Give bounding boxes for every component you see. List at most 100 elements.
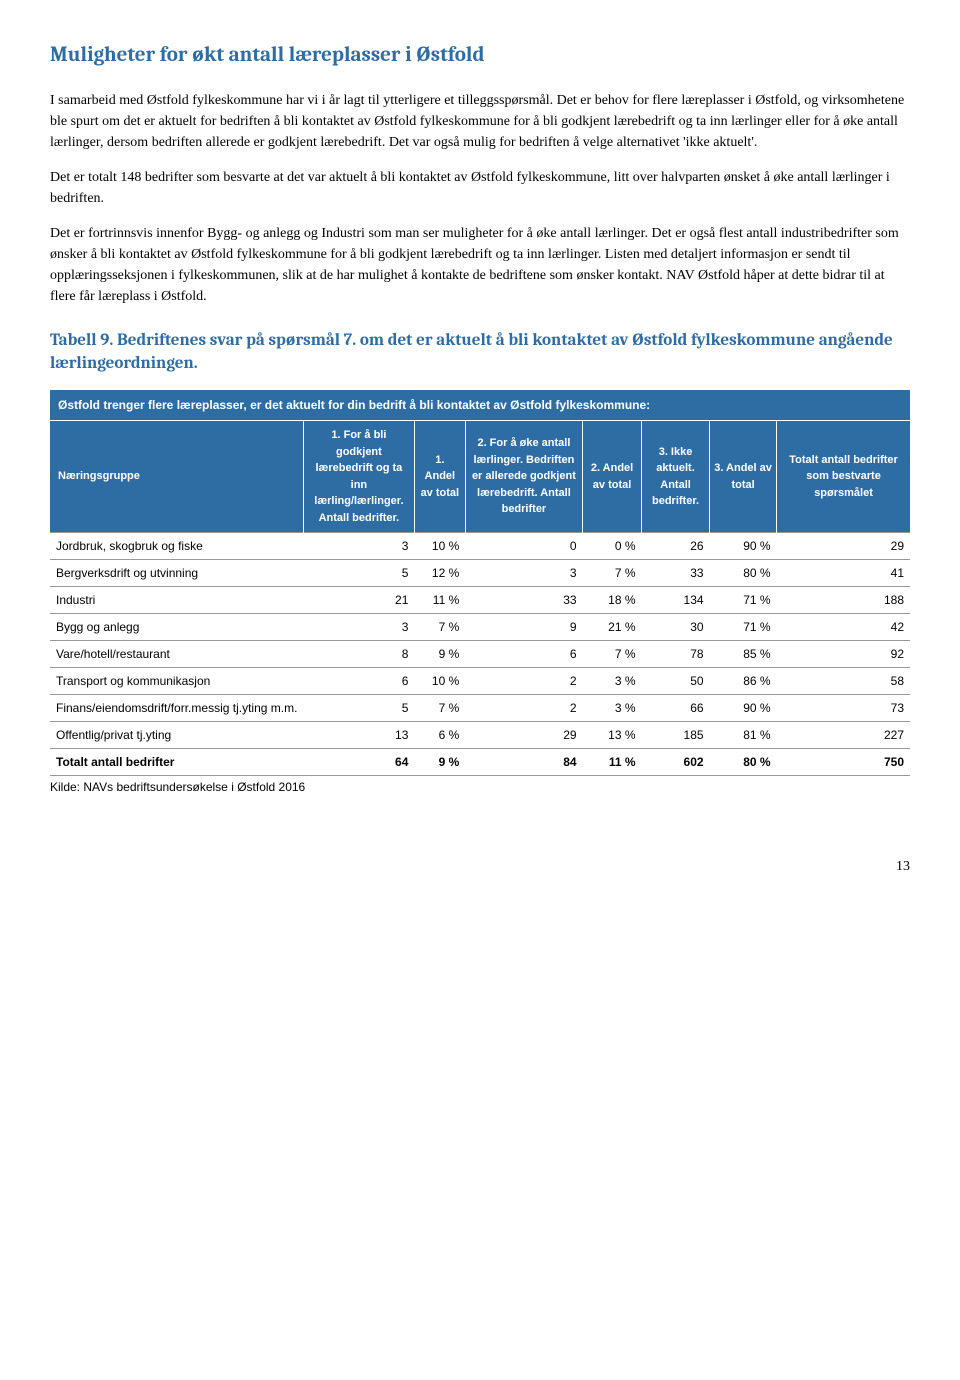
table-cell: Vare/hotell/restaurant xyxy=(50,641,303,668)
table-body: Jordbruk, skogbruk og fiske310 %00 %2690… xyxy=(50,533,910,776)
table-cell: 8 xyxy=(303,641,414,668)
table-cell: 50 xyxy=(642,668,710,695)
col-header-1-count: 1. For å bli godkjent lærebedrift og ta … xyxy=(303,421,414,533)
table-source: Kilde: NAVs bedriftsundersøkelse i Østfo… xyxy=(50,778,910,796)
table-cell: 10 % xyxy=(414,668,465,695)
table-cell: 92 xyxy=(777,641,910,668)
table-cell: 3 xyxy=(303,614,414,641)
col-header-2-share: 2. Andel av total xyxy=(583,421,642,533)
table-cell: 66 xyxy=(642,695,710,722)
paragraph-1: I samarbeid med Østfold fylkeskommune ha… xyxy=(50,90,910,153)
col-header-3-count: 3. Ikke aktuelt. Antall bedrifter. xyxy=(642,421,710,533)
table-cell: 7 % xyxy=(414,695,465,722)
table-cell: Jordbruk, skogbruk og fiske xyxy=(50,533,303,560)
table-cell: Bygg og anlegg xyxy=(50,614,303,641)
table-cell: Offentlig/privat tj.yting xyxy=(50,722,303,749)
table-cell: 78 xyxy=(642,641,710,668)
table-row: Vare/hotell/restaurant89 %67 %7885 %92 xyxy=(50,641,910,668)
table-row: Finans/eiendomsdrift/forr.messig tj.ytin… xyxy=(50,695,910,722)
table-total-row: Totalt antall bedrifter649 %8411 %60280 … xyxy=(50,749,910,776)
table-cell: 11 % xyxy=(583,749,642,776)
table-cell: Transport og kommunikasjon xyxy=(50,668,303,695)
table-cell: 188 xyxy=(777,587,910,614)
table-cell: 185 xyxy=(642,722,710,749)
section-heading: Muligheter for økt antall læreplasser i … xyxy=(50,40,910,72)
table-cell: 13 % xyxy=(583,722,642,749)
table-cell: 7 % xyxy=(583,560,642,587)
table-row: Offentlig/privat tj.yting136 %2913 %1858… xyxy=(50,722,910,749)
table-row: Transport og kommunikasjon610 %23 %5086 … xyxy=(50,668,910,695)
table-cell: 2 xyxy=(465,668,582,695)
table-cell: 12 % xyxy=(414,560,465,587)
table-cell: 21 xyxy=(303,587,414,614)
table-cell: 26 xyxy=(642,533,710,560)
col-header-3-share: 3. Andel av total xyxy=(710,421,777,533)
table-cell: 3 xyxy=(465,560,582,587)
table-cell: 71 % xyxy=(710,587,777,614)
col-header-1-share: 1. Andel av total xyxy=(414,421,465,533)
table-cell: 6 % xyxy=(414,722,465,749)
table-cell: 42 xyxy=(777,614,910,641)
table-cell: 9 % xyxy=(414,749,465,776)
table-heading: Tabell 9. Bedriftenes svar på spørsmål 7… xyxy=(50,329,910,377)
table-cell: 0 % xyxy=(583,533,642,560)
table-cell: 33 xyxy=(642,560,710,587)
table-cell: 64 xyxy=(303,749,414,776)
table-cell: 29 xyxy=(465,722,582,749)
page-number: 13 xyxy=(50,856,910,877)
table-cell: 3 xyxy=(303,533,414,560)
table-cell: Finans/eiendomsdrift/forr.messig tj.ytin… xyxy=(50,695,303,722)
table-cell: 71 % xyxy=(710,614,777,641)
table-cell: 3 % xyxy=(583,695,642,722)
table-cell: Industri xyxy=(50,587,303,614)
table-cell: 80 % xyxy=(710,749,777,776)
table-cell: Bergverksdrift og utvinning xyxy=(50,560,303,587)
table-cell: 227 xyxy=(777,722,910,749)
table-cell: Totalt antall bedrifter xyxy=(50,749,303,776)
table-cell: 0 xyxy=(465,533,582,560)
col-header-total: Totalt antall bedrifter som bestvarte sp… xyxy=(777,421,910,533)
table-cell: 3 % xyxy=(583,668,642,695)
table-cell: 90 % xyxy=(710,533,777,560)
table-cell: 5 xyxy=(303,560,414,587)
table-row: Bergverksdrift og utvinning512 %37 %3380… xyxy=(50,560,910,587)
col-header-2-count: 2. For å øke antall lærlinger. Bedriften… xyxy=(465,421,582,533)
table-cell: 6 xyxy=(303,668,414,695)
table-banner-row: Østfold trenger flere læreplasser, er de… xyxy=(50,390,910,421)
col-header-naering: Næringsgruppe xyxy=(50,421,303,533)
table-cell: 602 xyxy=(642,749,710,776)
table-cell: 9 xyxy=(465,614,582,641)
table-cell: 11 % xyxy=(414,587,465,614)
table-banner-text: Østfold trenger flere læreplasser, er de… xyxy=(50,390,910,421)
table-cell: 13 xyxy=(303,722,414,749)
table-cell: 33 xyxy=(465,587,582,614)
table-cell: 80 % xyxy=(710,560,777,587)
table-cell: 58 xyxy=(777,668,910,695)
table-cell: 81 % xyxy=(710,722,777,749)
table-cell: 30 xyxy=(642,614,710,641)
table-cell: 134 xyxy=(642,587,710,614)
table-cell: 84 xyxy=(465,749,582,776)
paragraph-2: Det er totalt 148 bedrifter som besvarte… xyxy=(50,167,910,209)
table-cell: 85 % xyxy=(710,641,777,668)
table-cell: 41 xyxy=(777,560,910,587)
table-row: Bygg og anlegg37 %921 %3071 %42 xyxy=(50,614,910,641)
table-cell: 9 % xyxy=(414,641,465,668)
table-row: Industri2111 %3318 %13471 %188 xyxy=(50,587,910,614)
table-cell: 2 xyxy=(465,695,582,722)
data-table: Østfold trenger flere læreplasser, er de… xyxy=(50,390,910,776)
table-cell: 18 % xyxy=(583,587,642,614)
table-cell: 73 xyxy=(777,695,910,722)
table-cell: 29 xyxy=(777,533,910,560)
table-cell: 90 % xyxy=(710,695,777,722)
table-cell: 10 % xyxy=(414,533,465,560)
table-cell: 5 xyxy=(303,695,414,722)
table-cell: 7 % xyxy=(583,641,642,668)
table-cell: 6 xyxy=(465,641,582,668)
table-cell: 7 % xyxy=(414,614,465,641)
table-cell: 86 % xyxy=(710,668,777,695)
table-cell: 21 % xyxy=(583,614,642,641)
table-header-row: Næringsgruppe 1. For å bli godkjent lære… xyxy=(50,421,910,533)
table-cell: 750 xyxy=(777,749,910,776)
paragraph-3: Det er fortrinnsvis innenfor Bygg- og an… xyxy=(50,223,910,307)
